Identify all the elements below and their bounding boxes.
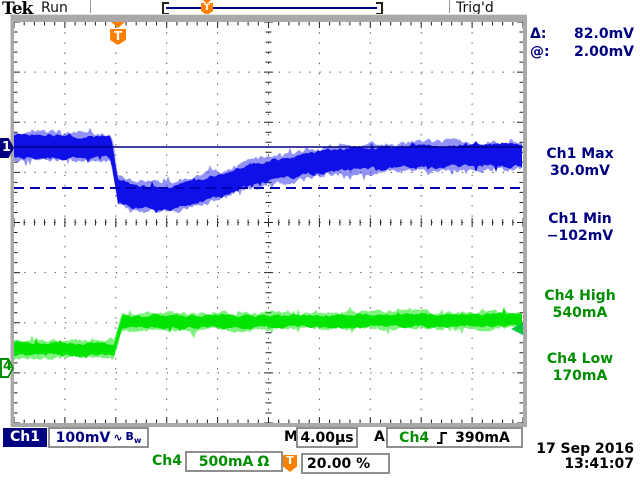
ch1-scale-value: 100mV — [55, 429, 111, 446]
measurement-label: Ch1 Min — [548, 211, 612, 227]
trigger-position-marker: T — [110, 22, 126, 45]
trigger-position-icon: T — [283, 455, 297, 472]
date: 17 Sep 2016 — [536, 441, 634, 457]
measurement-ch1-max: Ch1 Max 30.0mV — [524, 146, 636, 180]
ch4-label: Ch4 — [152, 453, 182, 469]
waveform-display: T — [14, 22, 523, 423]
measurement-label: Ch1 Max — [546, 146, 614, 162]
bw-sub: w — [133, 436, 142, 446]
measurement-ch4-high: Ch4 High 540mA — [524, 288, 636, 322]
ac-coupling-icon: ∿ — [113, 431, 123, 444]
measurement-value: 30.0mV — [550, 163, 610, 179]
datetime-readout: 17 Sep 2016 13:41:07 — [520, 442, 634, 472]
bw-main: B — [125, 429, 134, 443]
measurement-value: 540mA — [552, 305, 608, 321]
ch1-scale-readout: 100mV ∿ Bw — [48, 427, 149, 448]
measurement-ch1-min: Ch1 Min −102mV — [524, 211, 636, 245]
record-view-trigger-icon: T — [201, 3, 213, 15]
record-view-line — [166, 7, 377, 9]
time: 13:41:07 — [564, 456, 634, 472]
trigger-source: Ch4 — [399, 429, 430, 446]
measurement-value: −102mV — [546, 228, 614, 244]
trigger-a-label: A — [374, 429, 385, 445]
svg-text:T: T — [114, 29, 123, 43]
trigger-status: Trig'd — [456, 0, 494, 16]
record-view-trigger-arrow-icon — [203, 0, 211, 4]
ch1-marker-label: 1 — [2, 140, 12, 155]
ch4-scale-value: 500mA — [198, 453, 254, 470]
impedance-icon: Ω — [257, 453, 270, 470]
bandwidth-limit-icon: Bw — [126, 430, 142, 445]
cursor-delta-value: 82.0mV — [574, 26, 634, 42]
rising-edge-icon — [437, 431, 448, 444]
ch1-ground-marker: 1 — [0, 138, 14, 158]
graticule: T — [14, 22, 523, 423]
ch4-marker-label: 4 — [3, 359, 13, 374]
separator — [449, 0, 450, 13]
measurement-label: Ch4 High — [544, 288, 616, 304]
timebase-label: M — [284, 429, 298, 445]
acquisition-status: Run — [41, 0, 68, 16]
trigger-position-readout: 20.00 % — [301, 453, 390, 474]
trigger-level: 390mA — [455, 429, 510, 446]
measurement-value: 170mA — [552, 368, 608, 384]
cursor-delta-readout: Δ: 82.0mV — [530, 26, 634, 44]
ch4-marker-fill — [2, 360, 12, 376]
ch1-badge: Ch1 — [3, 428, 47, 447]
trigger-readout: Ch4 390mA — [386, 427, 523, 448]
ch4-ground-marker: 4 — [0, 358, 14, 378]
measurement-label: Ch4 Low — [546, 351, 614, 367]
cursor-at-readout: @: 2.00mV — [530, 44, 634, 62]
trigger-level-arrow-icon — [511, 323, 523, 335]
separator — [90, 0, 91, 13]
delta-icon: Δ: — [530, 26, 547, 42]
timebase-readout: 4.00µs — [296, 427, 358, 448]
ch4-scale-readout: 500mA Ω — [185, 451, 283, 472]
cursor-at-value: 2.00mV — [574, 44, 634, 60]
at-icon: @: — [530, 44, 550, 60]
measurement-ch4-low: Ch4 Low 170mA — [524, 351, 636, 385]
